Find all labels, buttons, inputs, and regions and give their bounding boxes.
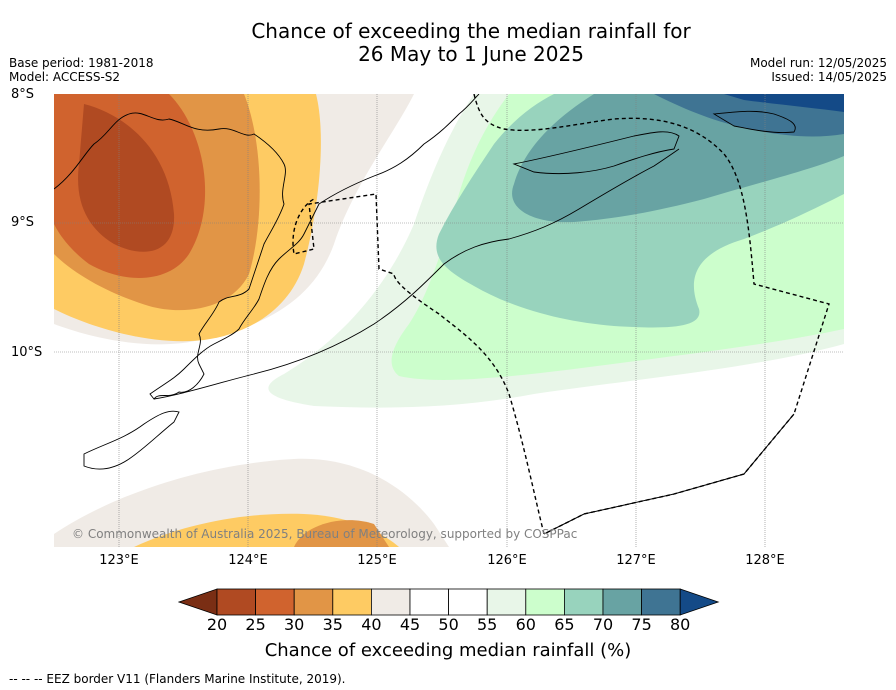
contour-80-plus bbox=[724, 94, 844, 112]
issued-date: Issued: 14/05/2025 bbox=[771, 70, 887, 84]
timor-coastline bbox=[54, 112, 320, 400]
sumba-coastline bbox=[712, 110, 796, 133]
colorbar-cell bbox=[370, 588, 411, 616]
colorbar-tick-label: 50 bbox=[438, 615, 459, 634]
lat-label-9s: 9°S bbox=[11, 215, 35, 230]
colorbar-cells bbox=[178, 588, 720, 616]
chart-title: Chance of exceeding the median rainfall … bbox=[0, 20, 896, 66]
colorbar-tick-label: 25 bbox=[245, 615, 266, 634]
rainfall-map bbox=[54, 94, 844, 547]
eez-solid-south bbox=[543, 413, 795, 535]
base-period: Base period: 1981-2018 bbox=[9, 56, 154, 70]
title-line-2: 26 May to 1 June 2025 bbox=[358, 42, 584, 66]
colorbar-tick-label: 60 bbox=[515, 615, 536, 634]
colorbar-tick-label: 20 bbox=[206, 615, 228, 634]
colorbar-cell bbox=[255, 588, 295, 616]
colorbar-tick-label: 65 bbox=[554, 615, 575, 634]
model-run: Model run: 12/05/2025 bbox=[749, 56, 887, 70]
colorbar-tick-label: 55 bbox=[477, 615, 498, 634]
title-line-1: Chance of exceeding the median rainfall … bbox=[251, 19, 691, 43]
contour-south-30-35 bbox=[294, 520, 389, 547]
coastlines bbox=[54, 94, 796, 470]
eez-footnote: -- -- -- EEZ border V11 (Flanders Marine… bbox=[9, 672, 346, 686]
model-name: Model: ACCESS-S2 bbox=[9, 70, 121, 84]
colorbar-cell bbox=[409, 588, 449, 616]
colorbar-cell bbox=[563, 588, 604, 616]
colorbar-tick-label: 30 bbox=[284, 615, 305, 634]
flores-coastline bbox=[83, 410, 180, 470]
colorbar-tick-label: 35 bbox=[322, 615, 343, 634]
wetar-coastline bbox=[512, 131, 680, 175]
meta-right: Model run: 12/05/2025 Issued: 14/05/2025 bbox=[750, 56, 887, 84]
colorbar-tick-label: 45 bbox=[399, 615, 421, 634]
colorbar-cell bbox=[602, 588, 642, 616]
lat-label-8s: 8°S bbox=[11, 87, 35, 102]
graticule bbox=[54, 94, 844, 547]
colorbar-tick-label: 75 bbox=[631, 615, 652, 634]
colorbar-extend-high bbox=[679, 588, 720, 616]
lat-label-10s: 10°S bbox=[11, 345, 43, 360]
colorbar-cell bbox=[641, 588, 681, 616]
colorbar-cell bbox=[486, 588, 527, 616]
colorbar-cell bbox=[293, 588, 334, 616]
colorbar-cell bbox=[448, 588, 488, 616]
colorbar-cell bbox=[525, 588, 565, 616]
colorbar-cell bbox=[216, 588, 256, 616]
colorbar-tick-label: 70 bbox=[592, 615, 614, 634]
lon-label-128e: 128°E bbox=[745, 553, 785, 568]
lon-label-124e: 124°E bbox=[228, 553, 268, 568]
lon-label-123e: 123°E bbox=[99, 553, 139, 568]
colorbar-tick-label: 80 bbox=[670, 615, 691, 634]
lon-label-126e: 126°E bbox=[487, 553, 527, 568]
south-timor-coastline bbox=[153, 148, 680, 400]
lon-label-127e: 127°E bbox=[616, 553, 656, 568]
north-coastline bbox=[318, 94, 480, 205]
colorbar-cell bbox=[332, 588, 372, 616]
colorbar-label: Chance of exceeding median rainfall (%) bbox=[264, 640, 632, 661]
meta-left: Base period: 1981-2018 Model: ACCESS-S2 bbox=[9, 56, 154, 84]
colorbar-tick-label: 40 bbox=[361, 615, 382, 634]
lon-label-125e: 125°E bbox=[357, 553, 397, 568]
contour-20-25 bbox=[78, 104, 175, 252]
copyright-notice: © Commonwealth of Australia 2025, Bureau… bbox=[72, 527, 578, 541]
colorbar-extend-low bbox=[178, 588, 218, 616]
colorbar bbox=[178, 588, 720, 616]
